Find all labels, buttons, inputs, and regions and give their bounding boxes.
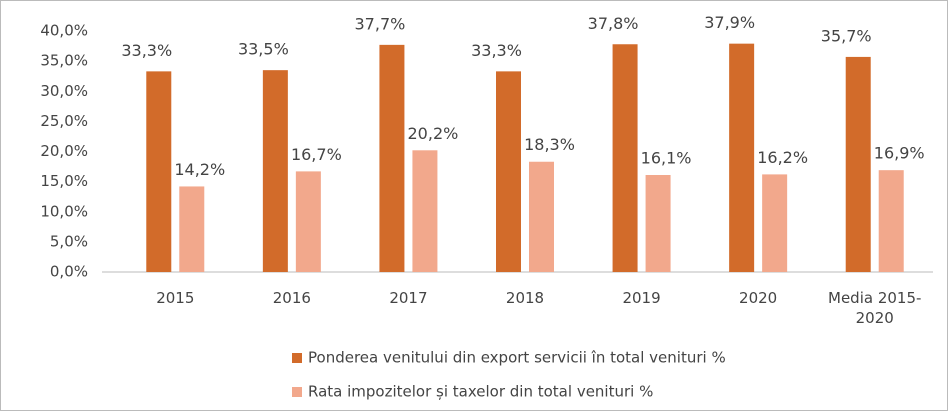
y-tick-label: 15,0% xyxy=(40,172,88,190)
data-label: 33,5% xyxy=(238,40,289,59)
data-label: 14,2% xyxy=(174,160,225,179)
bar xyxy=(412,150,438,272)
data-label: 37,8% xyxy=(588,14,639,33)
data-label: 18,3% xyxy=(524,135,575,154)
bar xyxy=(878,170,904,272)
y-tick-label: 20,0% xyxy=(40,142,88,160)
bar xyxy=(645,174,671,272)
bar xyxy=(729,43,755,273)
data-label: 33,3% xyxy=(471,41,522,60)
y-tick-label: 35,0% xyxy=(40,52,88,70)
x-tick-label: 2015 xyxy=(156,289,195,307)
data-label: 35,7% xyxy=(821,26,872,45)
y-tick-label: 25,0% xyxy=(40,112,88,130)
bar xyxy=(762,174,788,272)
data-label: 16,2% xyxy=(757,148,808,167)
y-tick-label: 0,0% xyxy=(50,263,88,281)
bar xyxy=(496,71,521,273)
bar xyxy=(379,44,405,272)
data-label: 33,3% xyxy=(121,41,172,60)
data-label: 20,2% xyxy=(408,124,459,143)
data-label: 16,9% xyxy=(874,144,925,163)
bar xyxy=(179,186,205,272)
data-label: 16,1% xyxy=(641,148,692,167)
legend-swatch xyxy=(292,353,302,363)
data-label: 37,9% xyxy=(704,13,755,32)
bar xyxy=(262,70,288,272)
y-tick-label: 40,0% xyxy=(40,22,88,40)
bar xyxy=(295,171,321,272)
data-label: 16,7% xyxy=(291,145,342,164)
x-tick-label: 2017 xyxy=(389,289,428,307)
x-tick-label: 2020 xyxy=(739,289,778,307)
y-tick-label: 5,0% xyxy=(50,232,88,250)
x-tick-label: 2016 xyxy=(272,289,311,307)
y-tick-label: 10,0% xyxy=(40,202,88,220)
bar xyxy=(612,44,638,272)
bar xyxy=(146,71,172,273)
legend-label: Rata impozitelor și taxelor din total ve… xyxy=(308,383,653,401)
x-tick-label: 2019 xyxy=(622,289,661,307)
bar xyxy=(529,161,554,272)
x-tick-label: Media 2015-2020 xyxy=(828,289,922,327)
bar xyxy=(845,56,871,272)
legend-swatch xyxy=(292,387,302,397)
legend-label: Ponderea venitului din export servicii î… xyxy=(308,349,726,367)
x-tick-label: 2018 xyxy=(505,289,545,307)
data-label: 37,7% xyxy=(355,14,406,33)
y-tick-label: 30,0% xyxy=(40,82,88,100)
